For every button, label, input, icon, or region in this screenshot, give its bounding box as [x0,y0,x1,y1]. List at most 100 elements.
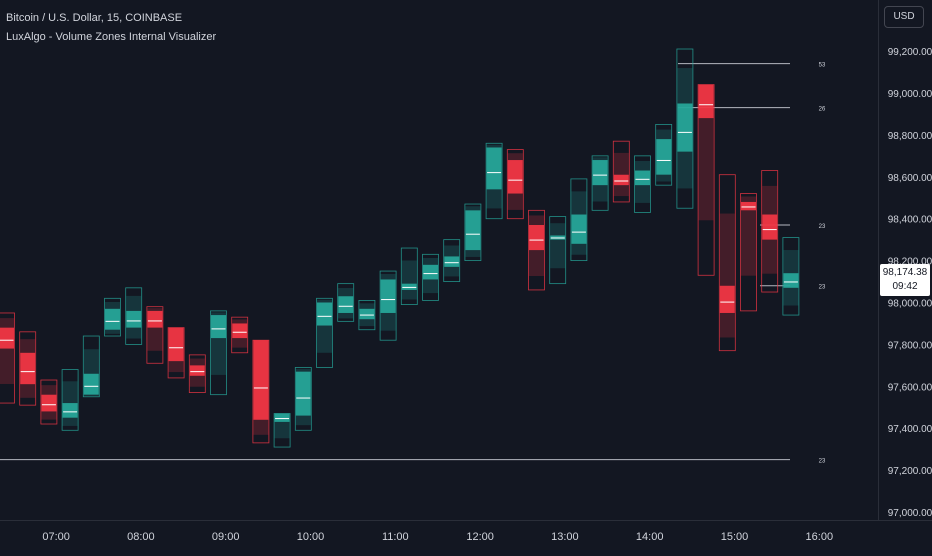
candle-zone-lower [571,243,587,255]
candle-zone-lower [783,287,799,306]
candle-range-box [146,306,164,364]
price-tick-label: 98,000.00 [888,299,932,310]
candle-zone-upper [741,196,756,202]
candle-body [571,214,587,244]
chart-area[interactable]: 53 26 23 23 23 Bitcoin / U.S. Dollar, 15, CO… [0,0,878,520]
candle-zone-upper [189,358,205,366]
candle-range-box [485,142,503,220]
level-volume-label: 23 [819,459,826,465]
candle-zone-upper [401,260,417,284]
candle-zone-upper [507,153,523,161]
price-axis-labels: 97,000.00 97,200.00 97,400.00 97,600.00 97,8… [888,47,932,519]
indicator-title[interactable]: LuxAlgo - Volume Zones Internal Visualiz… [6,31,217,43]
candle-body [41,394,57,412]
candle [231,316,249,354]
time-axis-labels: 07:00 08:00 09:00 10:00 11:00 12:00 13:00 14:00… [42,531,833,543]
candle-range-box [125,287,143,345]
candle-zone-upper [0,318,14,328]
candle-zone-upper [571,191,587,215]
time-tick-label: 10:00 [297,531,325,543]
candle [549,216,567,285]
time-tick-label: 11:00 [382,531,409,543]
candle-body [253,340,269,420]
candle-zone-lower [274,421,290,439]
candle-range-box [570,178,588,262]
candle-zone-upper [359,303,375,309]
candle-zone-lower [677,151,693,189]
candle-zone-upper [550,223,566,236]
candle-body [359,308,375,320]
candle-body [211,315,226,339]
candle [782,237,800,316]
symbol-title[interactable]: Bitcoin / U.S. Dollar, 15, COINBASE [6,12,183,24]
candle [655,124,673,186]
price-tick-label: 99,200.00 [888,47,932,58]
candle-body [380,279,396,313]
candle-zone-lower [253,419,269,435]
candle-body [677,103,693,152]
candle-zone-lower [401,289,417,300]
candle-body [295,371,311,416]
candle [167,327,185,379]
candle-range-box [676,48,694,209]
candle-range-box [400,247,418,305]
candle-range-box [294,367,312,431]
candle [0,312,15,404]
candle [104,297,121,337]
candle-zone-lower [0,348,14,384]
candle-body [317,302,332,326]
candle-range-box [549,216,567,285]
candle-zone-upper [380,274,396,280]
level-volume-label: 26 [819,107,826,113]
time-tick-label: 15:00 [721,531,749,543]
candle [400,247,418,305]
candle-body [486,147,502,190]
candle-zone-lower [359,319,375,327]
candle [19,331,37,406]
candle-zone-lower [20,384,36,398]
currency-button[interactable]: USD [884,6,924,28]
candle-zone-upper [444,245,460,257]
time-tick-label: 09:00 [212,531,240,543]
candle-body [62,403,78,418]
candle-range-box [337,283,355,322]
time-axis[interactable]: 07:00 08:00 09:00 10:00 11:00 12:00 13:00 14:00… [0,520,932,551]
candle-zone-lower [211,338,226,375]
candle-range-box [528,209,545,291]
candle [252,339,270,444]
candle-body [0,327,14,349]
candle [612,140,630,203]
candle-range-box [634,155,651,213]
candle-zone-lower [62,417,78,426]
candle-body [592,160,608,186]
candle [316,297,333,368]
price-tick-label: 97,200.00 [888,466,932,477]
candle-zone-upper [486,144,502,148]
candle-body [126,310,142,328]
candle-body [274,413,290,422]
candle-zone-upper [62,381,78,404]
bar-countdown: 09:42 [892,281,918,292]
candle-zone-upper [783,250,799,274]
candle-zone-upper [83,349,99,374]
candle-zone-lower [550,239,566,269]
candle-zone-lower [656,174,672,182]
candle-body [232,323,248,339]
candle-body [783,273,799,288]
candle-zone-upper [656,129,672,140]
candle [125,287,143,345]
candle-range-box [443,239,461,282]
candle-range-box [61,369,79,431]
candle-range-box [188,354,206,393]
candle-zone-upper [147,308,163,311]
candle-zone-lower [592,185,608,202]
candle-range-box [464,203,482,262]
price-tick-label: 98,600.00 [888,173,932,184]
candle-body [105,308,120,330]
candle-body [338,296,354,313]
level-volume-label: 23 [819,224,826,230]
candlestick-chart[interactable]: 53 26 23 23 23 [0,0,878,520]
price-tick-label: 97,600.00 [888,382,932,393]
price-axis[interactable]: 97,000.00 97,200.00 97,400.00 97,600.00 97,8… [878,0,932,520]
candle-range-box [612,140,630,203]
